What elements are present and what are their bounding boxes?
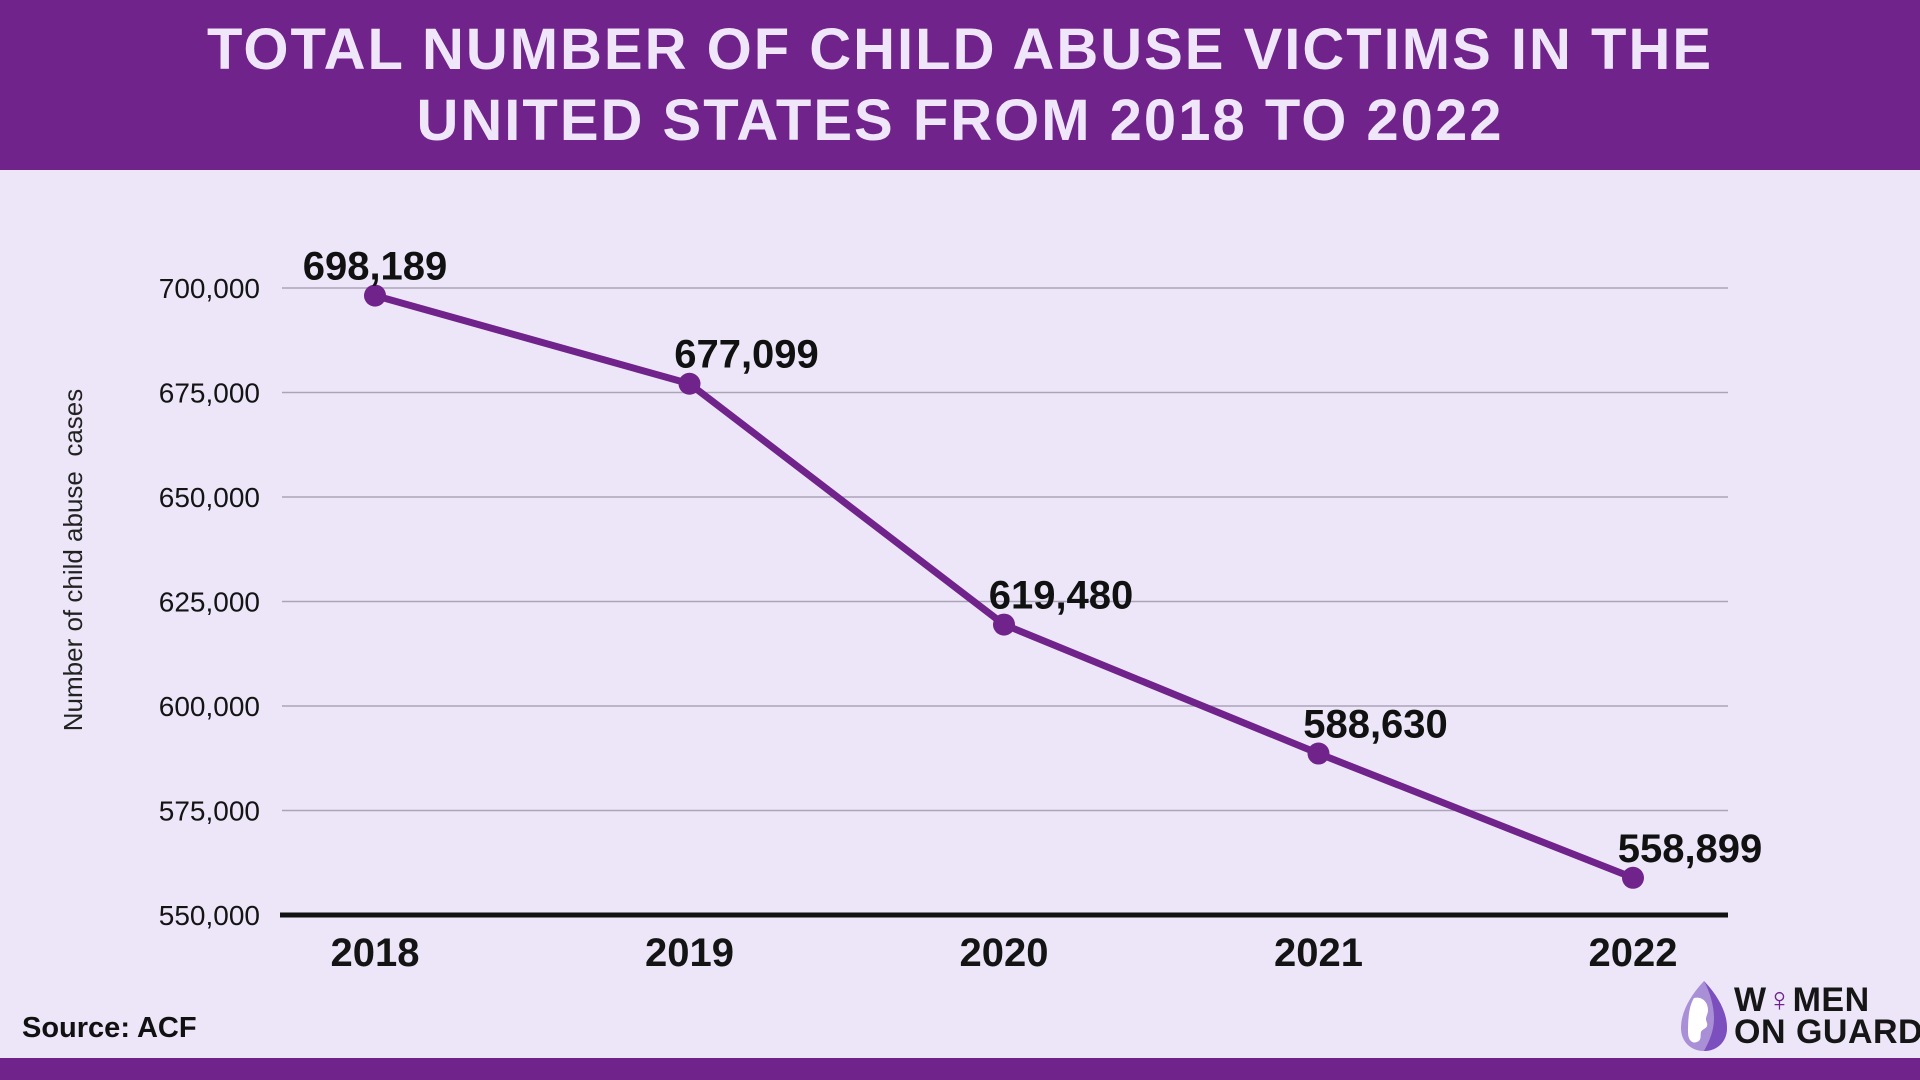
x-axis-label: 2020 — [960, 931, 1049, 975]
data-point-label: 698,189 — [303, 245, 448, 289]
data-point-label: 558,899 — [1618, 827, 1763, 871]
brand-logo: W♀MEN ON GUARD — [1680, 980, 1920, 1052]
y-tick-label: 700,000 — [159, 273, 260, 304]
y-tick-label: 550,000 — [159, 900, 260, 931]
chart-title-line2: UNITED STATES FROM 2018 TO 2022 — [416, 88, 1504, 153]
x-axis-label: 2022 — [1589, 931, 1678, 975]
x-axis-label: 2021 — [1274, 931, 1363, 975]
data-point — [678, 372, 701, 395]
source-label: Source: ACF — [22, 1012, 197, 1044]
y-tick-label: 575,000 — [159, 796, 260, 827]
data-point-label: 588,630 — [1303, 703, 1448, 747]
data-point — [1622, 866, 1644, 889]
chart-title-line1: TOTAL NUMBER OF CHILD ABUSE VICTIMS IN T… — [206, 17, 1714, 82]
data-point — [364, 284, 386, 307]
y-tick-label: 650,000 — [159, 482, 260, 513]
data-point — [993, 613, 1015, 636]
header-banner: TOTAL NUMBER OF CHILD ABUSE VICTIMS IN T… — [0, 0, 1920, 170]
x-axis-label: 2018 — [331, 931, 420, 975]
female-symbol-icon: ♀ — [1766, 981, 1793, 1019]
leaf-face-icon — [1681, 981, 1727, 1051]
y-tick-label: 675,000 — [159, 378, 260, 409]
logo-word-women: W♀MEN — [1734, 981, 1870, 1019]
footer-accent-bar — [0, 1058, 1920, 1080]
logo-word-onguard: ON GUARD — [1734, 1013, 1920, 1051]
x-axis-label: 2019 — [645, 931, 734, 975]
brand-logo-text: W♀MEN ON GUARD — [1734, 981, 1920, 1051]
chart-title: TOTAL NUMBER OF CHILD ABUSE VICTIMS IN T… — [207, 14, 1713, 156]
data-point — [1307, 742, 1330, 765]
y-tick-label: 625,000 — [159, 587, 260, 618]
data-point-label: 677,099 — [674, 333, 819, 377]
data-point-label: 619,480 — [989, 574, 1134, 618]
y-tick-label: 600,000 — [159, 691, 260, 722]
y-axis-title: Number of child abuse cases — [58, 389, 88, 732]
